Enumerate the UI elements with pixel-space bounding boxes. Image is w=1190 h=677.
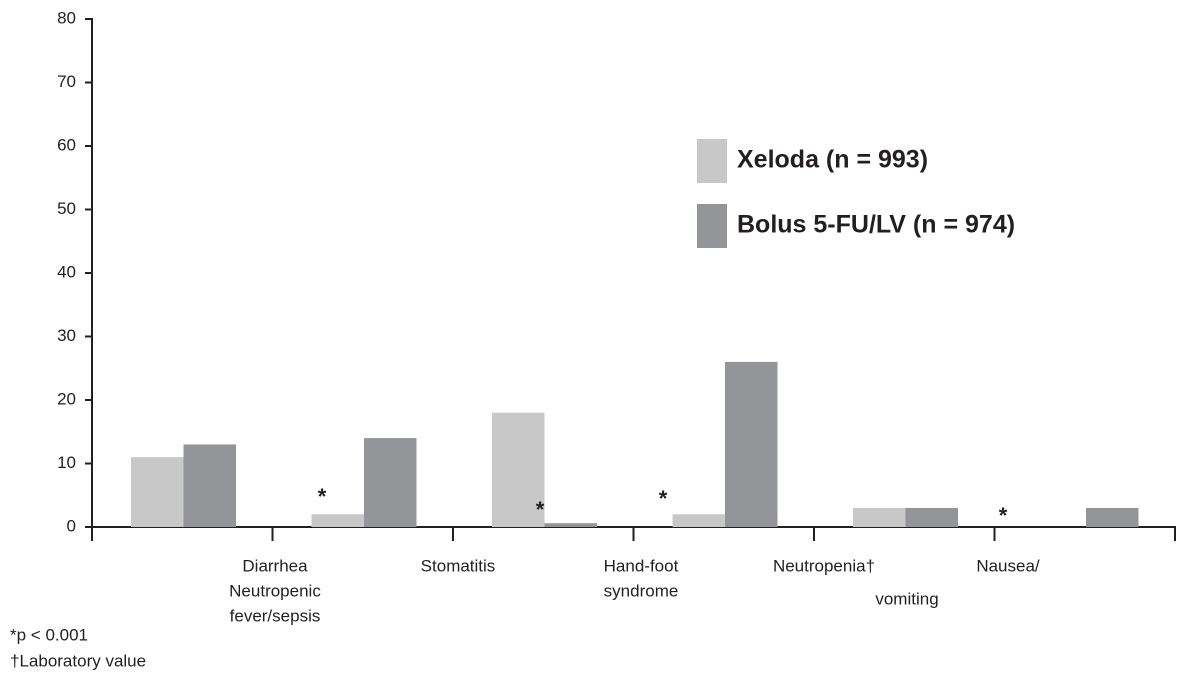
- x-tick-label-line: syndrome: [604, 581, 679, 600]
- y-tick-label: 30: [57, 326, 76, 345]
- legend-label: Bolus 5-FU/LV (n = 974): [737, 211, 1015, 239]
- x-tick-label-line: Stomatitis: [421, 556, 496, 575]
- x-tick-label: Diarrhea: [242, 556, 308, 575]
- bar: [311, 514, 364, 527]
- bar: [183, 444, 236, 527]
- y-tick-label: 80: [57, 8, 76, 27]
- y-tick-label: 20: [57, 389, 76, 408]
- x-tick-label: Stomatitis: [421, 556, 496, 575]
- bar: [544, 523, 597, 527]
- legend-label: Xeloda (n = 993): [737, 146, 928, 174]
- bar: [725, 361, 778, 527]
- annotation: *: [999, 503, 1008, 528]
- footnote: †Laboratory value: [10, 651, 146, 670]
- x-tick-label-line: vomiting: [875, 589, 938, 608]
- annotation: *: [536, 497, 545, 522]
- annotation: *: [318, 484, 327, 509]
- x-tick-label-line: fever/sepsis: [230, 606, 321, 625]
- annotation: *: [659, 486, 668, 511]
- bar: [492, 412, 545, 527]
- x-tick-label-line: Diarrhea: [242, 556, 308, 575]
- x-tick-label-line: Neutropenic: [229, 581, 321, 600]
- y-tick-label: 60: [57, 135, 76, 154]
- bar: [364, 438, 417, 527]
- bar: [672, 514, 725, 527]
- y-tick-label: 10: [57, 453, 76, 472]
- bar: [853, 507, 906, 527]
- y-tick-label: 50: [57, 199, 76, 218]
- y-tick-label: 70: [57, 72, 76, 91]
- legend-swatch: [697, 204, 727, 248]
- bar: [131, 457, 184, 527]
- x-tick-label: Neutropenic fever/sepsis: [229, 581, 321, 625]
- x-tick-label-line: Hand-foot: [604, 556, 679, 575]
- legend-swatch: [697, 139, 727, 183]
- x-tick-label: Nausea/vomiting: [875, 556, 1040, 608]
- x-tick-label-line: Neutropenia†: [773, 556, 875, 575]
- bar: [1086, 507, 1139, 527]
- x-tick-label: Hand-foot syndrome: [604, 556, 679, 600]
- bar: [905, 507, 958, 527]
- x-tick-label-line: Nausea/: [976, 556, 1040, 575]
- footnote: *p < 0.001: [10, 625, 88, 644]
- y-tick-label: 40: [57, 262, 76, 281]
- x-tick-label: Neutropenia†: [773, 556, 875, 575]
- y-tick-label: 0: [67, 516, 76, 535]
